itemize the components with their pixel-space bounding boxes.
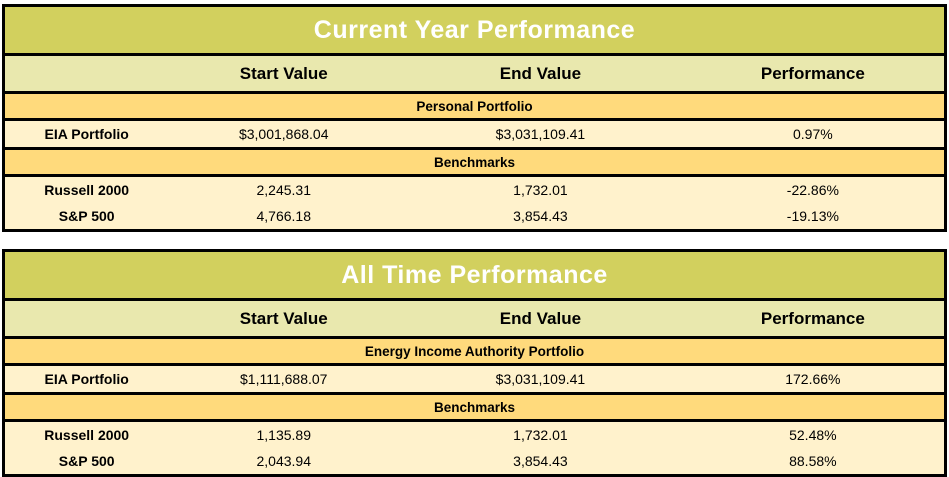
- start-value-cell: 4,766.18: [168, 203, 400, 231]
- column-header-blank: [3, 299, 169, 339]
- row-label-sp-500: S&P 500: [3, 203, 169, 231]
- row-label-sp-500: S&P 500: [3, 448, 169, 476]
- row-label-eia-portfolio: EIA Portfolio: [3, 364, 169, 395]
- section-header-energy-income-authority-portfolio: Energy Income Authority Portfolio: [3, 337, 946, 366]
- row-label-russell-2000: Russell 2000: [3, 420, 169, 448]
- column-header-performance: Performance: [681, 54, 946, 94]
- section-header-row: Benchmarks: [3, 148, 946, 177]
- column-header-row: Start Value End Value Performance: [3, 299, 946, 339]
- title-row: Current Year Performance: [3, 5, 946, 56]
- column-header-blank: [3, 54, 169, 94]
- end-value-cell: 3,854.43: [399, 448, 682, 476]
- table-row: EIA Portfolio $3,001,868.04 $3,031,109.4…: [3, 119, 946, 150]
- section-header-row: Personal Portfolio: [3, 92, 946, 121]
- table-title: All Time Performance: [3, 250, 946, 301]
- performance-cell: -19.13%: [681, 203, 946, 231]
- performance-cell: 172.66%: [681, 364, 946, 395]
- section-header-benchmarks: Benchmarks: [3, 393, 946, 422]
- table-title: Current Year Performance: [3, 5, 946, 56]
- title-row: All Time Performance: [3, 250, 946, 301]
- start-value-cell: 1,135.89: [168, 420, 400, 448]
- table-row: Russell 2000 2,245.31 1,732.01 -22.86%: [3, 175, 946, 203]
- end-value-cell: $3,031,109.41: [399, 119, 682, 150]
- performance-cell: 0.97%: [681, 119, 946, 150]
- column-header-start-value: Start Value: [168, 299, 400, 339]
- section-header-row: Energy Income Authority Portfolio: [3, 337, 946, 366]
- column-header-row: Start Value End Value Performance: [3, 54, 946, 94]
- end-value-cell: $3,031,109.41: [399, 364, 682, 395]
- table-row: Russell 2000 1,135.89 1,732.01 52.48%: [3, 420, 946, 448]
- column-header-performance: Performance: [681, 299, 946, 339]
- all-time-performance-table: All Time Performance Start Value End Val…: [2, 249, 947, 477]
- performance-cell: 52.48%: [681, 420, 946, 448]
- section-header-personal-portfolio: Personal Portfolio: [3, 92, 946, 121]
- column-header-start-value: Start Value: [168, 54, 400, 94]
- start-value-cell: $3,001,868.04: [168, 119, 400, 150]
- performance-cell: 88.58%: [681, 448, 946, 476]
- row-label-eia-portfolio: EIA Portfolio: [3, 119, 169, 150]
- column-header-end-value: End Value: [399, 299, 682, 339]
- end-value-cell: 1,732.01: [399, 420, 682, 448]
- section-header-benchmarks: Benchmarks: [3, 148, 946, 177]
- table-row: EIA Portfolio $1,111,688.07 $3,031,109.4…: [3, 364, 946, 395]
- table-row: S&P 500 2,043.94 3,854.43 88.58%: [3, 448, 946, 476]
- current-year-performance-table: Current Year Performance Start Value End…: [2, 4, 947, 232]
- end-value-cell: 3,854.43: [399, 203, 682, 231]
- start-value-cell: $1,111,688.07: [168, 364, 400, 395]
- row-label-russell-2000: Russell 2000: [3, 175, 169, 203]
- start-value-cell: 2,245.31: [168, 175, 400, 203]
- column-header-end-value: End Value: [399, 54, 682, 94]
- end-value-cell: 1,732.01: [399, 175, 682, 203]
- performance-cell: -22.86%: [681, 175, 946, 203]
- section-header-row: Benchmarks: [3, 393, 946, 422]
- start-value-cell: 2,043.94: [168, 448, 400, 476]
- table-row: S&P 500 4,766.18 3,854.43 -19.13%: [3, 203, 946, 231]
